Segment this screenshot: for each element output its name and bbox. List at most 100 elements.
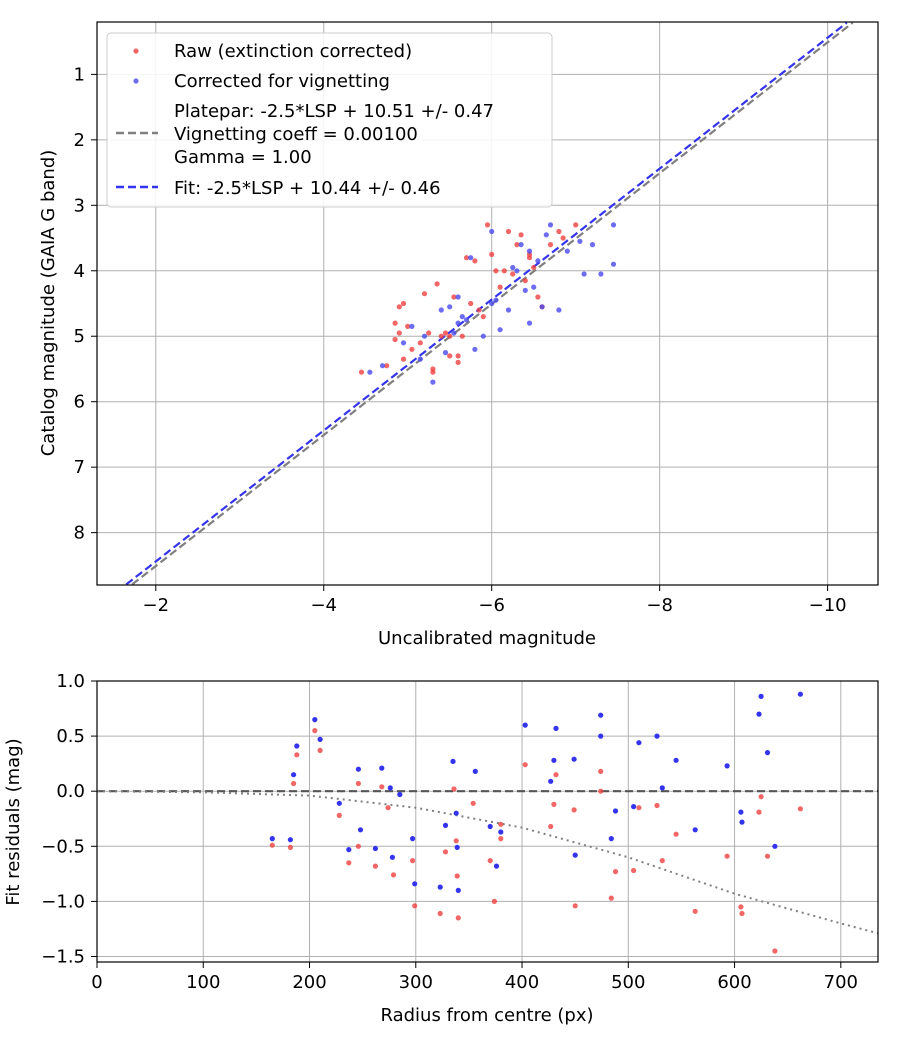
raw-residual-point: [442, 849, 449, 855]
bottom-y-axis-label: Fit residuals (mag): [3, 738, 24, 905]
corrected-point: [526, 320, 533, 326]
corrected-residual-point: [437, 884, 443, 890]
corrected-residual-point: [372, 845, 378, 852]
corrected-residual-point: [764, 750, 771, 756]
raw-point: [468, 300, 474, 307]
raw-point: [489, 251, 495, 257]
raw-residual-point: [598, 768, 604, 775]
raw-point: [409, 346, 415, 352]
corrected-residual-point: [454, 844, 460, 851]
corrected-point: [539, 304, 545, 310]
corrected-point: [505, 307, 512, 313]
corrected-point: [531, 284, 537, 290]
raw-point: [484, 222, 491, 228]
legend-box: [106, 32, 553, 208]
raw-residual-point: [355, 843, 361, 849]
top-y-axis-label: Catalog magnitude (GAIA G band): [38, 150, 59, 457]
top-plot-frame: [96, 21, 879, 586]
corrected-point: [514, 268, 520, 274]
raw-point: [447, 333, 453, 339]
raw-residual-point: [631, 867, 637, 874]
corrected-point: [510, 264, 516, 271]
raw-residual-point: [571, 807, 577, 813]
corrected-residual-point: [548, 778, 554, 784]
corrected-residual-point: [487, 823, 493, 830]
raw-point: [505, 228, 512, 235]
fit-line-fit: [125, 21, 848, 586]
raw-residual-point: [453, 838, 459, 844]
corrected-residual-point: [442, 822, 449, 829]
raw-point: [535, 294, 541, 300]
corrected-residual-point: [553, 725, 559, 732]
corrected-point: [493, 297, 499, 303]
raw-point: [400, 356, 407, 362]
corrected-residual-point: [336, 800, 342, 806]
top-y-tick-label: 2: [74, 130, 85, 151]
corrected-residual-point: [397, 791, 403, 798]
corrected-residual-point: [608, 836, 614, 842]
corrected-residual-point: [756, 711, 762, 717]
corrected-point: [442, 350, 449, 356]
corrected-point: [598, 271, 604, 277]
top-y-tick-label: 3: [74, 195, 85, 216]
corrected-residual-point: [450, 758, 456, 765]
legend-item-raw: Raw (extinction corrected): [133, 41, 412, 62]
raw-residual-point: [269, 842, 275, 848]
top-x-tick-label: −8: [646, 595, 673, 616]
raw-point: [426, 330, 432, 336]
bottom-x-ticks: 0 100 200 300 400 500 600 700: [91, 962, 858, 993]
raw-residual-point: [758, 794, 764, 800]
raw-residual-point: [346, 860, 352, 866]
top-y-tick-label: 6: [74, 392, 85, 413]
corrected-residual-point: [453, 810, 459, 816]
corrected-residual-point: [357, 827, 364, 833]
corrected-residual-point: [389, 854, 395, 860]
corrected-point: [564, 248, 570, 254]
raw-residual-point: [654, 802, 660, 809]
bottom-y-tick-label: −1.0: [41, 891, 85, 912]
raw-point: [556, 228, 562, 235]
corrected-residual-point: [636, 740, 642, 746]
corrected-residual-point: [598, 712, 604, 718]
raw-residual-point: [772, 948, 778, 954]
corrected-point: [518, 242, 524, 248]
corrected-residual-point: [631, 804, 637, 810]
raw-residual-point: [659, 858, 665, 864]
raw-residual-point: [410, 858, 416, 864]
legend-item-fit: Fit: -2.5*LSP + 10.44 +/- 0.46: [116, 178, 441, 199]
raw-residual-point: [451, 786, 457, 792]
raw-point: [459, 333, 465, 339]
bottom-x-tick-label: 700: [824, 972, 858, 993]
corrected-point: [421, 333, 428, 339]
corrected-residual-point: [772, 843, 778, 849]
raw-point: [400, 300, 407, 307]
top-x-tick-label: −10: [809, 595, 847, 616]
raw-point: [522, 278, 528, 284]
corrected-residual-point: [598, 733, 604, 739]
top-scatter-points: [358, 222, 617, 385]
legend-item-platepar: Platepar: -2.5*LSP + 10.51 +/- 0.47 Vign…: [116, 101, 494, 168]
raw-residual-point: [551, 801, 557, 808]
raw-point: [447, 353, 453, 359]
corrected-point: [379, 363, 386, 369]
corrected-point: [489, 300, 495, 307]
raw-point: [392, 320, 398, 326]
top-x-tick-label: −6: [478, 595, 505, 616]
raw-point: [573, 222, 579, 228]
corrected-residual-point: [758, 693, 764, 700]
corrected-residual-point: [472, 768, 478, 775]
legend-item-corrected: Corrected for vignetting: [133, 71, 390, 92]
corrected-point: [447, 304, 453, 310]
raw-residual-point: [764, 853, 771, 859]
corrected-residual-point: [724, 763, 730, 769]
corrected-point: [480, 333, 486, 339]
top-x-tick-label: −2: [143, 595, 170, 616]
top-y-tick-label: 1: [74, 64, 85, 85]
raw-point: [396, 304, 402, 310]
raw-point: [384, 363, 390, 369]
corrected-residual-point: [498, 829, 504, 835]
corrected-residual-point: [269, 836, 275, 842]
corrected-point: [430, 379, 436, 385]
raw-point: [405, 323, 411, 329]
raw-point: [455, 353, 461, 359]
